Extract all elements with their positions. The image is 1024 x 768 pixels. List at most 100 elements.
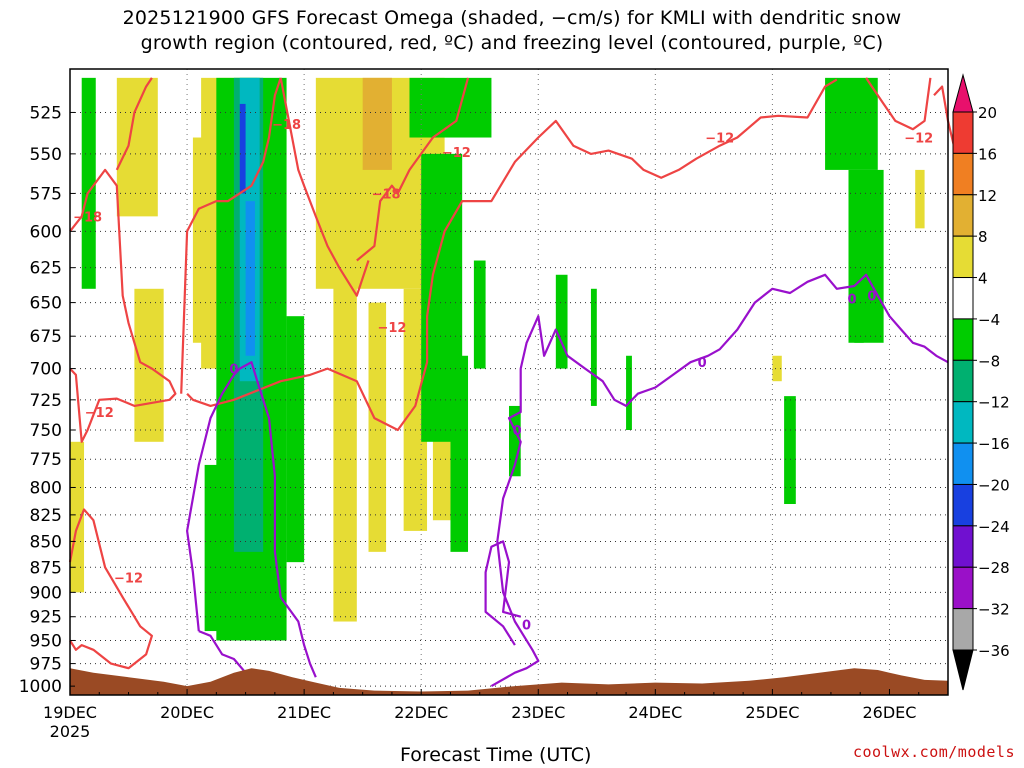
dgz-contour-1 (180, 77, 282, 394)
x-tick-label-6: 25DEC (745, 703, 799, 722)
freezing-contour-label-0: 0 (229, 363, 238, 378)
chart-title-line1: 2025121900 GFS Forecast Omega (shaded, −… (122, 7, 902, 29)
colorbar-box-0 (952, 111, 974, 154)
dgz-contour-2 (115, 77, 153, 171)
dgz-contour-label-6: −12 (442, 146, 471, 161)
colorbar-label-1: 16 (978, 145, 997, 163)
colorbar: 20 16 12 8 4 −4 −8 −12 −16 −20 −24 −28 −32 −36 (952, 73, 1010, 691)
omega-region-0 (116, 77, 158, 217)
freezing-contour-label-5: 0 (867, 290, 876, 305)
omega-region-15 (286, 316, 305, 563)
omega-region-31 (245, 201, 255, 356)
dgz-contour-0 (69, 168, 177, 443)
colorbar-label-6: −8 (978, 352, 1000, 370)
colorbar-label-13: −36 (978, 642, 1010, 660)
y-tick-label-11: 800 (30, 478, 62, 498)
omega-region-17 (409, 77, 492, 138)
colorbar-box-7 (952, 401, 974, 444)
colorbar-box-10 (952, 525, 974, 568)
omega-region-23 (590, 288, 597, 406)
chart-title-line2: growth region (contoured, red, ºC) and f… (140, 32, 884, 54)
chart-title: 2025121900 GFS Forecast Omega (shaded, −… (0, 6, 1024, 56)
x-tick-label-4: 23DEC (511, 703, 565, 722)
dgz-contour-label-5: −12 (377, 321, 406, 336)
omega-region-21 (509, 405, 521, 477)
y-tick-label-7: 700 (30, 360, 62, 380)
x-tick-label-0: 19DEC (43, 703, 97, 722)
colorbar-box-5 (952, 318, 974, 361)
y-tick-label-8: 725 (30, 391, 62, 411)
freezing-contour-3 (490, 273, 949, 688)
dgz-contour-3 (186, 78, 838, 432)
dgz-contour-5 (279, 77, 370, 297)
dgz-contour-label-3: −18 (272, 118, 301, 133)
dgz-contour-label-2: −12 (114, 571, 143, 586)
y-tick-label-17: 950 (30, 631, 62, 651)
colorbar-box-4 (952, 277, 974, 320)
dgz-contour-label-7: −12 (705, 132, 734, 147)
y-tick-label-14: 875 (30, 558, 62, 578)
x-tick-label-1: 20DEC (160, 703, 214, 722)
y-tick-label-4: 625 (30, 259, 62, 279)
colorbar-label-3: 8 (978, 228, 988, 246)
freezing-contour-label-3: 0 (698, 356, 707, 371)
y-tick-label-1: 550 (30, 145, 62, 165)
y-tick-label-6: 675 (30, 327, 62, 347)
omega-region-19 (450, 355, 469, 552)
y-tick-label-12: 825 (30, 506, 62, 526)
colorbar-box-1 (952, 152, 974, 196)
y-tick-label-13: 850 (30, 532, 62, 552)
omega-region-26 (825, 77, 878, 170)
omega-region-27 (848, 169, 884, 343)
omega-shading-layer (70, 77, 925, 641)
dgz-contour-6 (865, 77, 932, 131)
colorbar-box-9 (952, 483, 974, 527)
credit-link[interactable]: coolwx.com/models (852, 743, 1015, 761)
colorbar-label-12: −32 (978, 601, 1010, 619)
colorbar-label-9: −20 (978, 476, 1010, 494)
colorbar-label-2: 12 (978, 187, 997, 205)
x-tick-label-5: 24DEC (628, 703, 682, 722)
x-tick-label-7: 26DEC (862, 703, 916, 722)
dgz-contour-4 (356, 77, 470, 262)
omega-region-14 (204, 464, 223, 632)
colorbar-label-11: −28 (978, 559, 1010, 577)
omega-region-2 (70, 441, 85, 593)
ground-layer (70, 668, 948, 695)
colorbar-box-12 (952, 608, 974, 651)
axis-layer: 525 550 575 600 625 650 675 700 725 750 775 800 825 8… (19, 68, 949, 741)
colorbar-label-0: 20 (978, 104, 997, 122)
x-axis-title: Forecast Time (UTC) (400, 744, 592, 766)
y-tick-label-10: 775 (30, 450, 62, 470)
omega-region-7 (368, 302, 387, 552)
colorbar-box-11 (952, 566, 974, 610)
x-tick-label-2: 21DEC (277, 703, 331, 722)
omega-region-28 (854, 302, 864, 343)
omega-region-25 (784, 396, 796, 505)
x-tick-label-3: 22DEC (394, 703, 448, 722)
freezing-contour-label-4: 0 (847, 292, 856, 307)
omega-region-10 (772, 355, 782, 382)
omega-region-1 (134, 288, 164, 442)
y-tick-label-19: 1000 (19, 677, 62, 697)
colorbar-box-6 (952, 359, 974, 403)
colorbar-label-4: 4 (978, 270, 988, 288)
ground-surface (70, 668, 948, 695)
dgz-contour-label-0: −18 (73, 210, 102, 225)
omega-region-11 (915, 169, 925, 229)
dgz-contour-label-4: −18 (372, 187, 401, 202)
omega-region-6 (333, 231, 357, 622)
y-tick-label-5: 650 (30, 294, 62, 314)
dgz-contour-8 (68, 508, 153, 670)
colorbar-box-2 (952, 194, 974, 237)
y-tick-label-16: 925 (30, 608, 62, 628)
y-tick-label-15: 900 (30, 583, 62, 603)
y-tick-label-0: 525 (30, 103, 62, 123)
freezing-contour-label-2: 0 (522, 618, 531, 633)
y-tick-label-18: 975 (30, 655, 62, 675)
omega-region-12 (362, 77, 392, 170)
colorbar-top-arrow (952, 73, 974, 113)
colorbar-label-10: −24 (978, 518, 1010, 536)
colorbar-label-8: −16 (978, 435, 1010, 453)
